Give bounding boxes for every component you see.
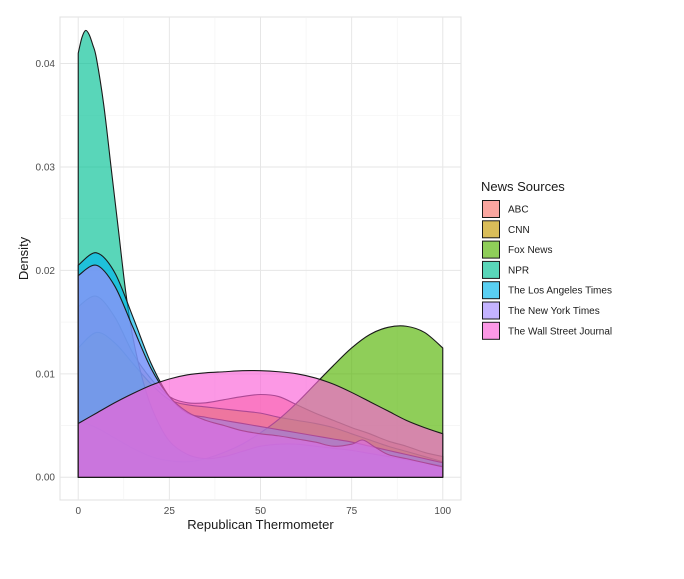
y-tick-label: 0.04	[36, 59, 56, 70]
legend-label: The Los Angeles Times	[508, 286, 612, 297]
legend-key	[482, 220, 500, 239]
x-tick-label: 50	[255, 506, 267, 517]
x-axis-title: Republican Thermometer	[187, 517, 334, 532]
y-tick-label: 0.00	[36, 473, 56, 484]
y-tick-label: 0.03	[36, 162, 56, 173]
legend-label: ABC	[508, 205, 529, 216]
legend-key	[482, 281, 500, 300]
legend-label: CNN	[508, 225, 530, 236]
legend-label: NPR	[508, 265, 529, 276]
x-tick-label: 100	[434, 506, 451, 517]
legend-label: The Wall Street Journal	[508, 326, 612, 337]
legend-item: The Los Angeles Times	[482, 281, 612, 300]
density-area-the-wall-street-journal	[77, 370, 444, 478]
legend-item: The New York Times	[482, 301, 600, 320]
legend-key	[482, 200, 500, 218]
legend-item: NPR	[482, 260, 529, 279]
legend-label: The New York Times	[508, 306, 600, 317]
legend-key	[482, 240, 500, 259]
legend-item: ABC	[482, 200, 529, 218]
legend-key	[482, 260, 500, 279]
y-tick-label: 0.02	[36, 266, 56, 277]
legend-title: News Sources	[481, 179, 565, 194]
legend-item: The Wall Street Journal	[482, 321, 612, 340]
legend: News Sources ABC CNN Fox News NPR The Los An…	[481, 179, 612, 340]
legend-label: Fox News	[508, 245, 552, 256]
x-tick-label: 75	[346, 506, 358, 517]
x-axis-ticks: 0 25 50 75 100	[75, 506, 451, 517]
legend-item: Fox News	[482, 240, 552, 259]
legend-key	[482, 321, 500, 340]
density-areas	[77, 29, 444, 478]
legend-key	[482, 301, 500, 320]
y-axis-title: Density	[16, 236, 31, 280]
x-tick-label: 25	[164, 506, 176, 517]
y-tick-label: 0.01	[36, 369, 56, 380]
legend-item: CNN	[482, 220, 530, 239]
x-tick-label: 0	[75, 506, 81, 517]
y-axis-ticks: 0.00 0.01 0.02 0.03 0.04	[36, 59, 56, 484]
